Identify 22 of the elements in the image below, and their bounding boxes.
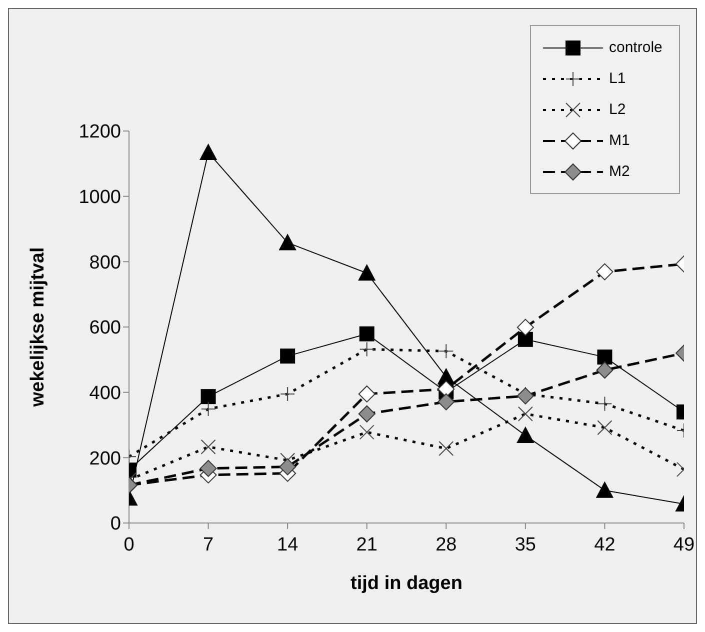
x-tick-label: 7 — [202, 534, 214, 556]
y-tick-label: 0 — [110, 514, 121, 535]
legend-label: M2 — [609, 163, 630, 180]
y-tick-label: 200 — [89, 448, 121, 470]
x-tick-label: 0 — [124, 534, 134, 556]
x-tick-label: 42 — [594, 534, 616, 556]
y-tick-label: 400 — [89, 383, 121, 404]
legend-label: M1 — [609, 132, 630, 149]
y-tick-label: 1200 — [78, 122, 121, 143]
y-tick-label: 600 — [89, 318, 121, 339]
legend-label: L1 — [609, 70, 626, 87]
x-tick-label: 21 — [356, 534, 378, 556]
y-tick-label: 800 — [89, 252, 121, 274]
x-tick-label: 28 — [436, 534, 457, 556]
y-tick-label: 1000 — [78, 187, 121, 208]
x-tick-label: 14 — [277, 534, 299, 556]
legend-label: L2 — [609, 101, 626, 118]
x-tick-label: 49 — [673, 534, 695, 556]
x-axis-title: tijd in dagen — [350, 573, 462, 594]
legend-label: controle — [609, 39, 662, 56]
y-axis-title: wekelijkse mijtval — [28, 247, 49, 408]
x-tick-label: 35 — [514, 534, 536, 556]
